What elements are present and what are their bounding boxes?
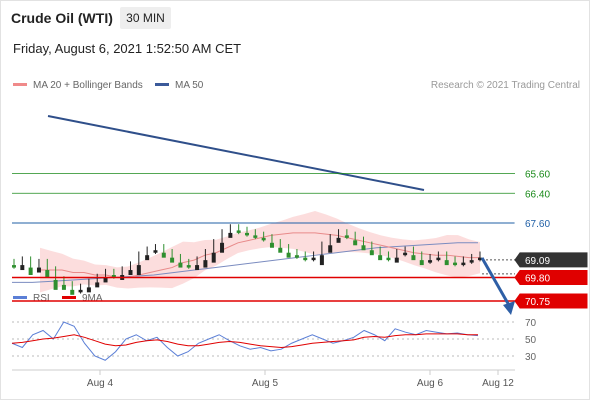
forecast-arrow-head — [503, 301, 515, 315]
ma50-swatch — [155, 82, 169, 86]
candle-body — [245, 232, 249, 236]
ma20-label: MA 20 + Bollinger Bands — [33, 80, 143, 91]
ma50-line — [12, 242, 478, 283]
level-tag-last — [514, 252, 588, 268]
candle-body — [228, 232, 233, 238]
candle-body — [286, 252, 291, 258]
candle-body — [461, 262, 466, 266]
candle-body — [153, 250, 158, 253]
candle-body — [186, 265, 191, 268]
candle-body — [236, 230, 241, 233]
candle-body — [378, 255, 383, 261]
candle-body — [53, 279, 58, 290]
candle-body — [428, 260, 433, 263]
level-label-last: 69.09 — [525, 256, 550, 267]
candle-body — [203, 260, 208, 268]
candle-body — [394, 257, 399, 263]
candle-body — [178, 262, 183, 268]
level-label-resistance: 69.80 — [525, 273, 550, 284]
candle-body — [161, 252, 166, 258]
candle-body — [419, 260, 424, 266]
chart-datetime: Friday, August 6, 2021 1:52:50 AM CET — [13, 41, 242, 56]
bollinger-band — [40, 211, 480, 293]
candle-body — [220, 242, 225, 253]
candle-body — [294, 255, 299, 258]
rsi-tick-label: 30 — [525, 352, 537, 363]
candle-body — [403, 252, 408, 256]
candle-body — [86, 287, 91, 293]
candle-body — [361, 245, 366, 251]
candle-body — [469, 260, 474, 263]
candle-body — [411, 255, 416, 261]
candle-body — [136, 265, 141, 275]
candle-body — [12, 265, 16, 268]
candle-body — [70, 289, 75, 295]
candle-body — [111, 275, 116, 278]
level-label-support: 65.60 — [525, 169, 550, 180]
level-label-pivot: 67.60 — [525, 219, 550, 230]
candle-body — [444, 260, 449, 266]
candle-body — [369, 250, 374, 256]
candle-body — [278, 247, 283, 253]
candle-body — [20, 265, 25, 271]
ma50-label: MA 50 — [175, 80, 204, 91]
candle-body — [319, 255, 324, 266]
candle-body — [128, 270, 133, 275]
legend-ma50: MA 50 — [155, 80, 203, 91]
candle-body — [253, 235, 258, 238]
candle-body — [211, 252, 216, 263]
candle-body — [336, 237, 341, 243]
candle-body — [45, 270, 50, 278]
x-tick-label: Aug 4 — [87, 378, 114, 389]
ma9-label: 9MA — [82, 293, 103, 304]
level-tag-pivot — [514, 215, 588, 231]
rsi-swatch — [13, 295, 27, 299]
candle-body — [95, 282, 100, 288]
candle-body — [61, 284, 66, 290]
timeframe-badge[interactable]: 30 MIN — [120, 7, 171, 29]
level-tag-resistance — [514, 293, 588, 309]
candle-body — [386, 257, 391, 261]
candle-body — [436, 257, 441, 261]
rsi-series-9ma — [11, 333, 478, 349]
trend-line — [47, 115, 425, 191]
level-label-resistance: 70.75 — [525, 297, 550, 308]
ma20-swatch — [13, 82, 27, 86]
candle-body — [303, 257, 308, 261]
candle-body — [328, 245, 333, 253]
rsi-tick-label: 70 — [525, 318, 537, 329]
candle-body — [344, 235, 349, 238]
candle-body — [261, 237, 266, 241]
chart-header: Crude Oil (WTI) 30 MIN — [0, 0, 588, 36]
level-label-support: 66.40 — [525, 189, 550, 200]
candle-body — [36, 267, 41, 273]
legend-ma20: MA 20 + Bollinger Bands — [13, 80, 143, 91]
candle-body — [145, 255, 150, 261]
ma9-swatch — [62, 295, 76, 299]
level-tag-resistance — [514, 269, 588, 285]
legend-9ma: 9MA — [62, 293, 103, 304]
candle-body — [103, 277, 108, 283]
instrument-title: Crude Oil (WTI) — [11, 10, 113, 26]
x-tick-label: Aug 5 — [252, 378, 279, 389]
candle-body — [353, 240, 358, 246]
forecast-arrow-shaft — [480, 257, 512, 308]
credit-text: Research © 2021 Trading Central — [430, 80, 580, 91]
x-tick-label: Aug 12 — [482, 378, 514, 389]
rsi-series-rsi — [11, 321, 479, 361]
candle-body — [28, 267, 33, 275]
legend-rsi: RSI — [13, 293, 50, 304]
x-tick-label: Aug 6 — [417, 378, 444, 389]
candle-body — [78, 289, 83, 293]
candle-body — [478, 257, 482, 261]
candle-body — [170, 257, 175, 263]
rsi-label: RSI — [33, 293, 50, 304]
candle-body — [311, 257, 316, 261]
rsi-tick-label: 50 — [525, 335, 537, 346]
candle-body — [195, 265, 200, 271]
candle-body — [269, 242, 274, 248]
candle-body — [453, 262, 458, 266]
